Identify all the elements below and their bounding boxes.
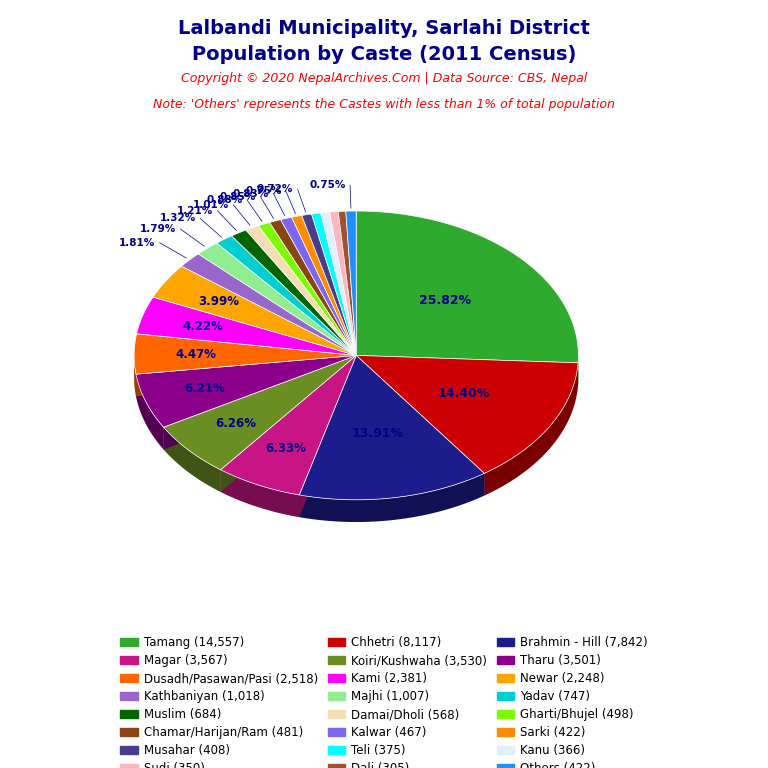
Text: Lalbandi Municipality, Sarlahi District: Lalbandi Municipality, Sarlahi District	[178, 19, 590, 38]
Text: 4.47%: 4.47%	[176, 348, 217, 361]
Polygon shape	[356, 356, 578, 385]
Polygon shape	[181, 254, 356, 356]
Polygon shape	[356, 356, 578, 473]
Text: Note: 'Others' represents the Castes with less than 1% of total population: Note: 'Others' represents the Castes wit…	[153, 98, 615, 111]
Text: Copyright © 2020 NepalArchives.Com | Data Source: CBS, Nepal: Copyright © 2020 NepalArchives.Com | Dat…	[181, 72, 587, 85]
Polygon shape	[346, 211, 356, 356]
Polygon shape	[136, 374, 164, 449]
Polygon shape	[198, 243, 356, 356]
Polygon shape	[300, 356, 356, 517]
Text: 14.40%: 14.40%	[437, 387, 489, 400]
Polygon shape	[356, 356, 485, 495]
Polygon shape	[153, 266, 356, 356]
Text: 6.33%: 6.33%	[265, 442, 306, 455]
Polygon shape	[164, 356, 356, 470]
Polygon shape	[292, 216, 356, 356]
Text: 1.81%: 1.81%	[119, 238, 155, 248]
Polygon shape	[321, 212, 356, 356]
Polygon shape	[164, 356, 356, 449]
Polygon shape	[134, 334, 356, 374]
Text: 0.88%: 0.88%	[207, 195, 243, 205]
Text: 0.85%: 0.85%	[220, 192, 256, 202]
Polygon shape	[356, 356, 485, 495]
Polygon shape	[338, 211, 356, 356]
Polygon shape	[280, 217, 356, 356]
Text: 25.82%: 25.82%	[419, 294, 471, 307]
Polygon shape	[220, 356, 356, 495]
Polygon shape	[302, 214, 356, 356]
Text: 0.72%: 0.72%	[257, 184, 293, 194]
Polygon shape	[258, 223, 356, 356]
Polygon shape	[232, 230, 356, 356]
Text: 1.32%: 1.32%	[160, 214, 196, 223]
Polygon shape	[356, 211, 578, 362]
Polygon shape	[312, 213, 356, 356]
Polygon shape	[136, 356, 356, 427]
Text: 3.99%: 3.99%	[199, 296, 240, 309]
Text: 1.79%: 1.79%	[140, 224, 176, 234]
Polygon shape	[136, 356, 356, 396]
Text: 0.75%: 0.75%	[310, 180, 346, 190]
Polygon shape	[220, 356, 356, 492]
Polygon shape	[300, 473, 485, 522]
Polygon shape	[246, 226, 356, 356]
Text: Population by Caste (2011 Census): Population by Caste (2011 Census)	[192, 45, 576, 64]
Legend: Tamang (14,557), Magar (3,567), Dusadh/Pasawan/Pasi (2,518), Kathbaniyan (1,018): Tamang (14,557), Magar (3,567), Dusadh/P…	[121, 636, 647, 768]
Polygon shape	[164, 427, 220, 492]
Text: 0.75%: 0.75%	[245, 187, 282, 197]
Polygon shape	[220, 470, 300, 517]
Text: 6.26%: 6.26%	[215, 417, 257, 430]
Polygon shape	[220, 356, 356, 492]
Polygon shape	[164, 356, 356, 449]
Polygon shape	[485, 362, 578, 495]
Polygon shape	[300, 356, 485, 500]
Text: 4.22%: 4.22%	[182, 320, 223, 333]
Polygon shape	[329, 211, 356, 356]
Text: 1.01%: 1.01%	[193, 200, 229, 210]
Polygon shape	[134, 356, 136, 396]
Text: 13.91%: 13.91%	[352, 427, 404, 440]
Text: 1.21%: 1.21%	[177, 206, 213, 216]
Text: 0.83%: 0.83%	[233, 189, 269, 199]
Polygon shape	[356, 356, 578, 385]
Text: 6.21%: 6.21%	[184, 382, 225, 396]
Polygon shape	[217, 236, 356, 356]
Polygon shape	[136, 356, 356, 396]
Polygon shape	[137, 297, 356, 356]
Polygon shape	[300, 356, 356, 517]
Polygon shape	[270, 220, 356, 356]
